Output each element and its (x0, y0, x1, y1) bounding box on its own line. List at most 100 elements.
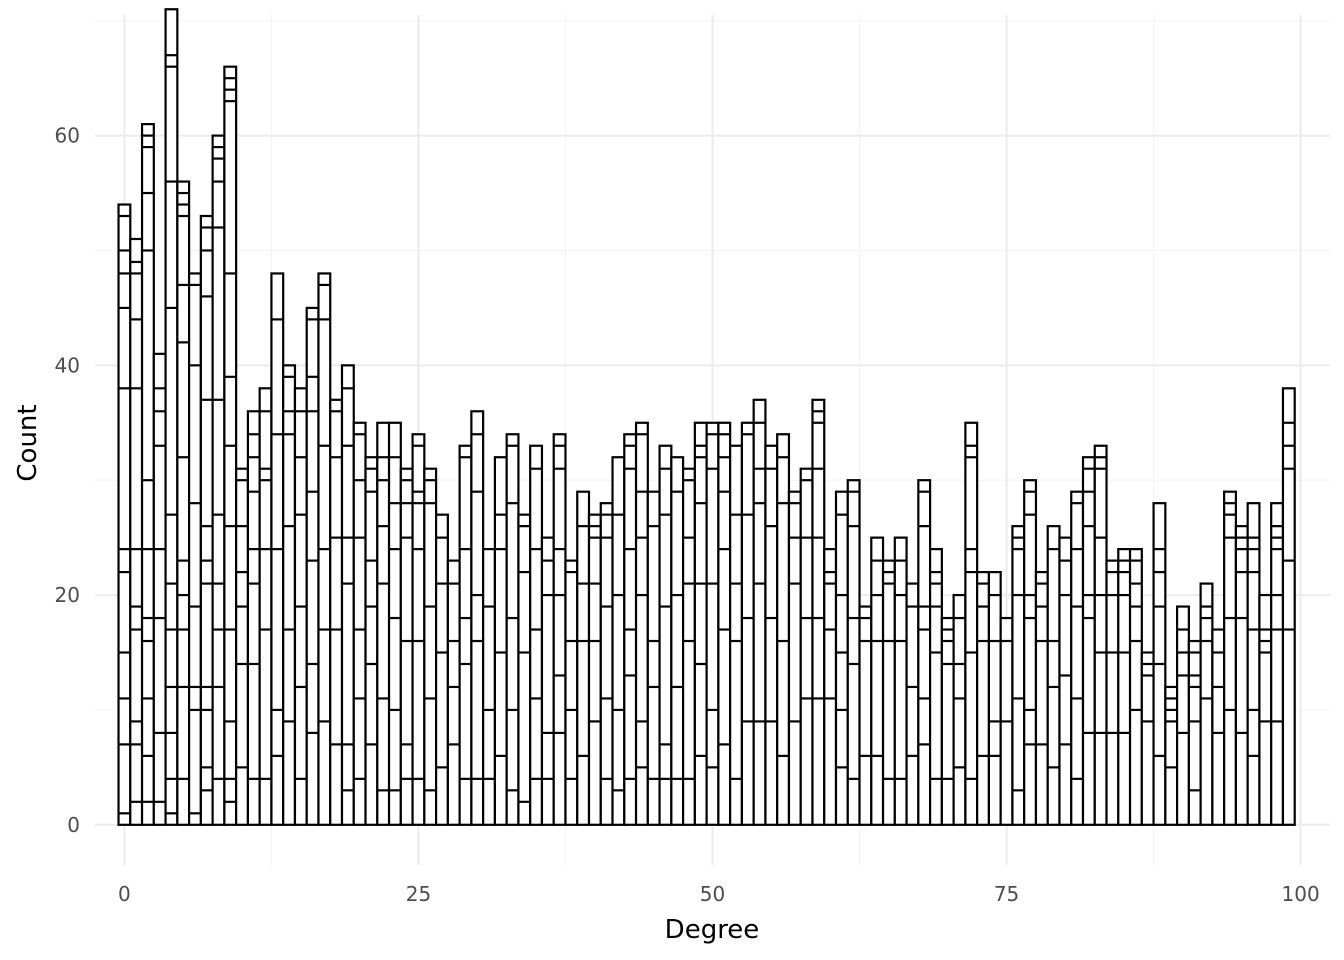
bar (1152, 502, 1167, 826)
bar-rect (552, 433, 567, 826)
bar-rect (576, 490, 591, 826)
bar-rect (717, 421, 732, 826)
bar (587, 513, 602, 826)
bar-rect (211, 134, 226, 826)
bar-rect (199, 214, 214, 826)
bar-rect (1128, 548, 1143, 826)
bar (1199, 582, 1214, 826)
bar-rect (611, 456, 626, 826)
bar (1281, 387, 1296, 826)
bar (752, 398, 767, 826)
bar (740, 421, 755, 826)
bar-rect (729, 444, 744, 826)
bar-rect (399, 467, 414, 826)
y-tick-label: 60 (55, 124, 80, 148)
bar (1246, 502, 1261, 826)
bar-rect (1117, 548, 1132, 826)
bar-rect (411, 433, 426, 826)
bar-rect (470, 410, 485, 826)
bar-rect (681, 467, 696, 826)
bar-rect (764, 444, 779, 826)
bar (623, 433, 638, 826)
bar-rect (881, 559, 896, 826)
bar (552, 433, 567, 826)
bar-rect (1175, 605, 1190, 826)
bar-rect (176, 180, 191, 826)
x-tick-label: 25 (406, 882, 431, 906)
bar-rect (670, 456, 685, 826)
bar (258, 387, 273, 826)
bar-rect (340, 364, 355, 826)
bar (423, 467, 438, 826)
bar (729, 444, 744, 826)
bar (164, 8, 179, 826)
bar (976, 570, 991, 826)
y-axis-title: Count (13, 404, 43, 481)
bar (952, 593, 967, 826)
bar (1058, 536, 1073, 826)
bar (693, 421, 708, 826)
bar (364, 456, 379, 826)
bar (387, 421, 402, 826)
bar-rect (787, 490, 802, 826)
bar (1070, 490, 1085, 826)
bar-rect (140, 123, 155, 826)
x-tick-label: 50 (700, 882, 725, 906)
bar-rect (752, 398, 767, 826)
bar (446, 559, 461, 826)
bar (1258, 593, 1273, 826)
bar (246, 410, 261, 826)
bar (811, 398, 826, 826)
bar (670, 456, 685, 826)
bar (576, 490, 591, 826)
bar-rect (858, 605, 873, 826)
bar-rect (987, 570, 1002, 826)
bar (529, 444, 544, 826)
bar-rect (352, 421, 367, 826)
bar (776, 433, 791, 826)
x-tick-label: 0 (118, 882, 131, 906)
bar-rect (1187, 639, 1202, 826)
bar-rect (1034, 570, 1049, 826)
bar-rect (364, 456, 379, 826)
bar (187, 272, 202, 826)
bar-rect (587, 513, 602, 826)
bar (893, 536, 908, 826)
bar-rect (482, 548, 497, 826)
bar-rect (1023, 479, 1038, 826)
bar-rect (917, 479, 932, 826)
bar-rect (517, 513, 532, 826)
bar (858, 605, 873, 826)
bar (846, 479, 861, 826)
bar (199, 214, 214, 826)
bar-rect (952, 593, 967, 826)
bar (1046, 525, 1061, 826)
bar (223, 65, 238, 826)
x-axis-title: Degree (665, 915, 760, 945)
bar (787, 490, 802, 826)
bar (493, 456, 508, 826)
bar-rect (434, 513, 449, 826)
bar-rect (740, 421, 755, 826)
bar (881, 559, 896, 826)
bar-rect (1270, 502, 1285, 826)
bar-rect (235, 467, 250, 826)
bar (329, 398, 344, 826)
bar-rect (870, 536, 885, 826)
bar-rect (834, 490, 849, 826)
bar-rect (905, 582, 920, 826)
bar-rect (1105, 559, 1120, 826)
bar (505, 433, 520, 826)
bar-rect (540, 536, 555, 826)
bar (1140, 651, 1155, 826)
bar (411, 433, 426, 826)
bar (117, 203, 132, 826)
bar-rect (329, 398, 344, 826)
bar (517, 513, 532, 826)
bar (270, 272, 285, 826)
bar (152, 352, 167, 826)
bar-rect (258, 387, 273, 826)
bar (823, 548, 838, 826)
bar (964, 421, 979, 826)
